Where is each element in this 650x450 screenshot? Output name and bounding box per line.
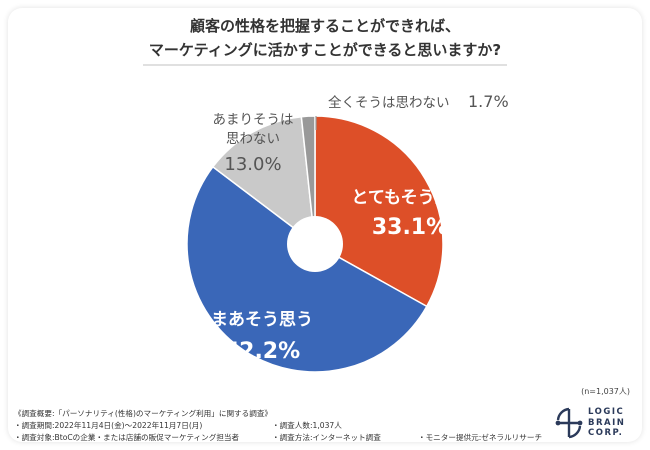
- survey-method: ・調査方法:インターネット調査: [272, 433, 381, 442]
- slice1-name-label: とてもそう思う: [351, 188, 468, 208]
- chart-title: 顧客の性格を把握することができれば、 マーケティングに活かすことができると思いま…: [0, 14, 650, 66]
- respondent-count: (n=1,037人): [581, 387, 630, 396]
- survey-period: ・調査期間:2022年11月4日(金)〜2022年11月7日(月): [14, 421, 203, 430]
- slice3-name-line1: あまりそうは: [213, 112, 294, 128]
- survey-provider: ・モニター提供元:ゼネラルリサーチ: [418, 433, 543, 442]
- slice-3: [211, 115, 316, 246]
- logo-text-line2: BRAIN: [588, 417, 626, 428]
- logo-text-line3: CORP.: [588, 428, 624, 438]
- survey-heading: 《調査概要:「パーソナリティ(性格)のマーケティング利用」に関する調査》: [14, 409, 273, 418]
- slice-4: [300, 115, 316, 245]
- slice4-name-label: 全くそうは思わない: [328, 94, 450, 111]
- slice3-value-label: 13.0%: [224, 154, 281, 175]
- survey-overview: 《調査概要:「パーソナリティ(性格)のマーケティング利用」に関する調査》 ・調査…: [14, 408, 542, 444]
- survey-target: ・調査対象:BtoCの企業・または店舗の販促マーケティング担当者: [14, 433, 240, 442]
- title-line-2: マーケティングに活かすことができると思いますか?: [142, 38, 508, 66]
- survey-row-1: ・調査期間:2022年11月4日(金)〜2022年11月7日(月) ・調査人数:1…: [14, 420, 542, 432]
- company-logo: LOGIC BRAIN CORP.: [554, 404, 644, 444]
- logo-text: LOGIC BRAIN CORP.: [588, 407, 625, 439]
- logo-text-line1: LOGIC: [588, 407, 625, 417]
- slice1-value-label: 33.1%: [372, 215, 448, 240]
- survey-count: ・調査人数:1,037人: [272, 421, 342, 430]
- slice2-value-label: 52.2%: [224, 339, 300, 364]
- slice-1: [314, 115, 444, 308]
- survey-row-2: ・調査対象:BtoCの企業・または店舗の販促マーケティング担当者 ・調査方法:イン…: [14, 432, 542, 444]
- slice3-name-line2: 思わない: [226, 131, 280, 147]
- donut-hole: [287, 216, 343, 272]
- slice4-value-label: 1.7%: [468, 92, 509, 111]
- slice2-name-label: まあそう思う: [211, 310, 313, 330]
- logic-brain-logo-icon: [555, 407, 583, 439]
- title-line-1: 顧客の性格を把握することができれば、: [189, 17, 460, 35]
